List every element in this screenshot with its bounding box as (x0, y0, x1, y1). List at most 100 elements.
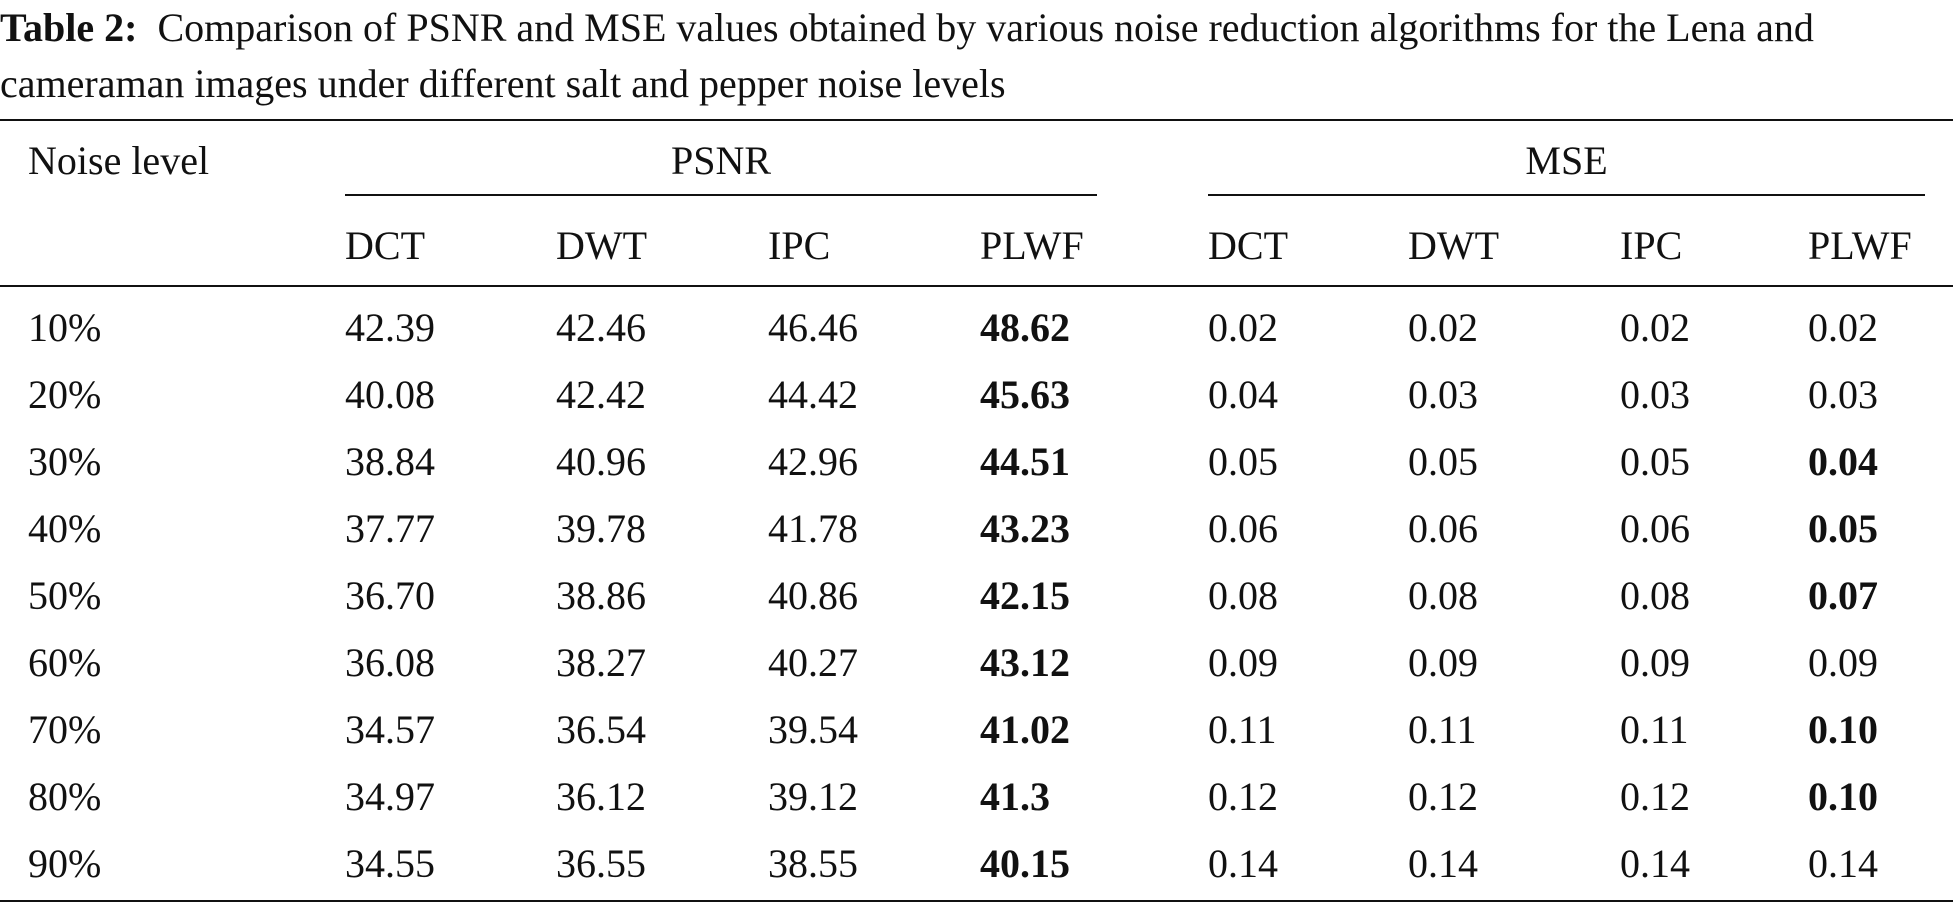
table-cell: 0.04 (1208, 372, 1278, 417)
table-cell: 36.55 (556, 841, 646, 886)
table-cell: 0.07 (1808, 573, 1878, 618)
table-bottom-rule (0, 900, 1953, 902)
table-cell: 0.12 (1620, 774, 1690, 819)
row-label: 70% (28, 707, 102, 752)
row-label: 40% (28, 506, 102, 551)
table-cell: 38.84 (345, 439, 435, 484)
table-cell: 0.03 (1408, 372, 1478, 417)
table-cell: 0.06 (1408, 506, 1478, 551)
table-cell: 41.78 (768, 506, 858, 551)
table-cell: 0.14 (1620, 841, 1690, 886)
table-cell: 43.12 (980, 640, 1070, 685)
table-cell: 48.62 (980, 305, 1070, 350)
group-header-psnr: PSNR (670, 138, 772, 183)
table-cell: 36.70 (345, 573, 435, 618)
table-cell: 0.11 (1620, 707, 1689, 752)
table-cell: 0.08 (1208, 573, 1278, 618)
table-cell: 0.14 (1208, 841, 1278, 886)
table-cell: 46.46 (768, 305, 858, 350)
table-cell: 0.05 (1808, 506, 1878, 551)
table-cell: 0.05 (1208, 439, 1278, 484)
table-cell: 0.03 (1620, 372, 1690, 417)
psnr-group-rule (345, 194, 1097, 196)
table-cell: 0.02 (1808, 305, 1878, 350)
table-cell: 0.09 (1208, 640, 1278, 685)
column-header-mse-dct: DCT (1208, 223, 1288, 268)
row-label: 80% (28, 774, 102, 819)
table-cell: 39.78 (556, 506, 646, 551)
mse-group-rule (1208, 194, 1925, 196)
table-cell: 0.04 (1808, 439, 1878, 484)
table-cell: 39.12 (768, 774, 858, 819)
table-cell: 38.86 (556, 573, 646, 618)
table-cell: 0.02 (1208, 305, 1278, 350)
row-label: 90% (28, 841, 102, 886)
table-cell: 42.46 (556, 305, 646, 350)
row-header-label: Noise level (28, 138, 210, 183)
table-cell: 0.02 (1620, 305, 1690, 350)
table-cell: 44.51 (980, 439, 1070, 484)
table-cell: 0.14 (1408, 841, 1478, 886)
table-cell: 0.08 (1408, 573, 1478, 618)
table-cell: 0.10 (1808, 707, 1878, 752)
table-cell: 0.09 (1408, 640, 1478, 685)
table-cell: 0.14 (1808, 841, 1878, 886)
table-cell: 42.39 (345, 305, 435, 350)
table-cell: 42.15 (980, 573, 1070, 618)
table-cell: 0.12 (1208, 774, 1278, 819)
row-label: 30% (28, 439, 102, 484)
table-cell: 45.63 (980, 372, 1070, 417)
table-cell: 0.06 (1620, 506, 1690, 551)
table-cell: 0.11 (1408, 707, 1477, 752)
table-cell: 34.97 (345, 774, 435, 819)
table-caption: Table 2: Comparison of PSNR and MSE valu… (0, 0, 1953, 112)
group-header-mse: MSE (1525, 138, 1608, 183)
column-header-mse-plwf: PLWF (1808, 223, 1912, 268)
table-cell: 38.27 (556, 640, 646, 685)
table-cell: 41.02 (980, 707, 1070, 752)
caption-label: Table 2: (0, 5, 138, 50)
table-cell: 0.06 (1208, 506, 1278, 551)
row-label: 50% (28, 573, 102, 618)
table-top-rule (0, 119, 1953, 121)
column-header-mse-ipc: IPC (1620, 223, 1683, 268)
table-cell: 42.96 (768, 439, 858, 484)
table-cell: 40.08 (345, 372, 435, 417)
table-cell: 0.09 (1808, 640, 1878, 685)
table-cell: 37.77 (345, 506, 435, 551)
table-cell: 0.05 (1408, 439, 1478, 484)
table-cell: 0.02 (1408, 305, 1478, 350)
table-cell: 40.27 (768, 640, 858, 685)
table-cell: 40.96 (556, 439, 646, 484)
table-cell: 0.11 (1208, 707, 1277, 752)
column-header-psnr-plwf: PLWF (980, 223, 1084, 268)
table-cell: 38.55 (768, 841, 858, 886)
column-header-psnr-dwt: DWT (556, 223, 648, 268)
table-cell: 40.15 (980, 841, 1070, 886)
caption-text: Comparison of PSNR and MSE values obtain… (0, 5, 1814, 106)
table-cell: 0.03 (1808, 372, 1878, 417)
table-cell: 36.12 (556, 774, 646, 819)
table-cell: 0.10 (1808, 774, 1878, 819)
table-cell: 44.42 (768, 372, 858, 417)
table-cell: 36.08 (345, 640, 435, 685)
column-header-mse-dwt: DWT (1408, 223, 1500, 268)
table-cell: 42.42 (556, 372, 646, 417)
table-cell: 36.54 (556, 707, 646, 752)
table-cell: 40.86 (768, 573, 858, 618)
table-cell: 0.05 (1620, 439, 1690, 484)
table-cell: 43.23 (980, 506, 1070, 551)
row-label: 10% (28, 305, 102, 350)
row-label: 20% (28, 372, 102, 417)
table-cell: 34.55 (345, 841, 435, 886)
column-header-psnr-ipc: IPC (768, 223, 831, 268)
table-cell: 39.54 (768, 707, 858, 752)
header-bottom-rule (0, 285, 1953, 287)
table-cell: 0.08 (1620, 573, 1690, 618)
row-label: 60% (28, 640, 102, 685)
table-cell: 0.09 (1620, 640, 1690, 685)
column-header-psnr-dct: DCT (345, 223, 425, 268)
table-cell: 41.3 (980, 774, 1050, 819)
table-cell: 34.57 (345, 707, 435, 752)
table-cell: 0.12 (1408, 774, 1478, 819)
